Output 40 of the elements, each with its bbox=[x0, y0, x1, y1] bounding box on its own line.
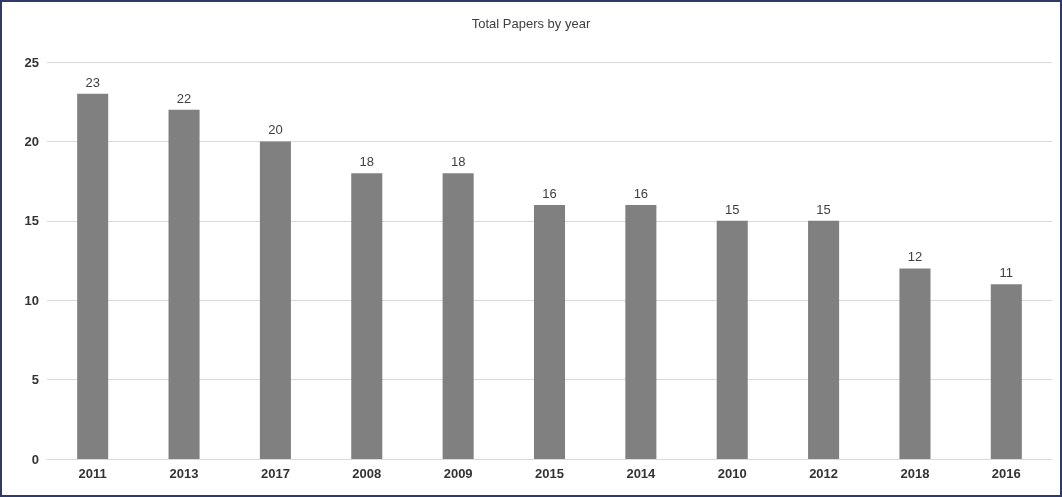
bar bbox=[899, 268, 931, 459]
x-tick-label: 2008 bbox=[352, 466, 382, 481]
bar bbox=[77, 93, 109, 459]
x-tick-label: 2015 bbox=[535, 466, 564, 481]
x-tick-label: 2014 bbox=[626, 466, 657, 481]
data-label: 23 bbox=[85, 74, 100, 90]
y-tick-label: 15 bbox=[24, 213, 39, 229]
y-tick-label: 5 bbox=[31, 372, 39, 388]
data-label: 20 bbox=[268, 122, 283, 138]
bar bbox=[442, 173, 474, 459]
data-label: 15 bbox=[724, 201, 740, 217]
data-label: 16 bbox=[633, 185, 649, 201]
bar bbox=[351, 173, 383, 459]
y-tick-label: 25 bbox=[24, 54, 39, 70]
y-tick-label: 20 bbox=[24, 133, 39, 149]
bar bbox=[808, 220, 840, 459]
bar bbox=[533, 204, 566, 459]
bar bbox=[259, 141, 291, 459]
bar bbox=[716, 220, 748, 459]
data-label: 22 bbox=[176, 90, 192, 106]
x-tick-label: 2011 bbox=[78, 466, 107, 481]
bar bbox=[625, 204, 657, 459]
y-tick-label: 0 bbox=[31, 451, 39, 467]
data-label: 16 bbox=[542, 185, 557, 201]
y-tick-label: 10 bbox=[24, 292, 39, 308]
chart-title: Total Papers by year bbox=[471, 16, 591, 31]
data-label: 18 bbox=[359, 154, 375, 170]
x-tick-label: 2017 bbox=[260, 466, 290, 481]
x-tick-label: 2013 bbox=[169, 466, 199, 481]
x-tick-label: 2018 bbox=[900, 466, 930, 481]
bar bbox=[990, 284, 1022, 459]
data-label: 12 bbox=[907, 249, 923, 265]
bar bbox=[168, 109, 200, 459]
data-label: 11 bbox=[999, 265, 1014, 281]
x-tick-label: 2012 bbox=[809, 466, 839, 481]
data-label: 15 bbox=[816, 201, 831, 217]
data-label: 18 bbox=[450, 154, 466, 170]
x-tick-label: 2010 bbox=[717, 466, 747, 481]
x-tick-label: 2016 bbox=[991, 466, 1021, 481]
x-tick-label: 2009 bbox=[443, 466, 473, 481]
